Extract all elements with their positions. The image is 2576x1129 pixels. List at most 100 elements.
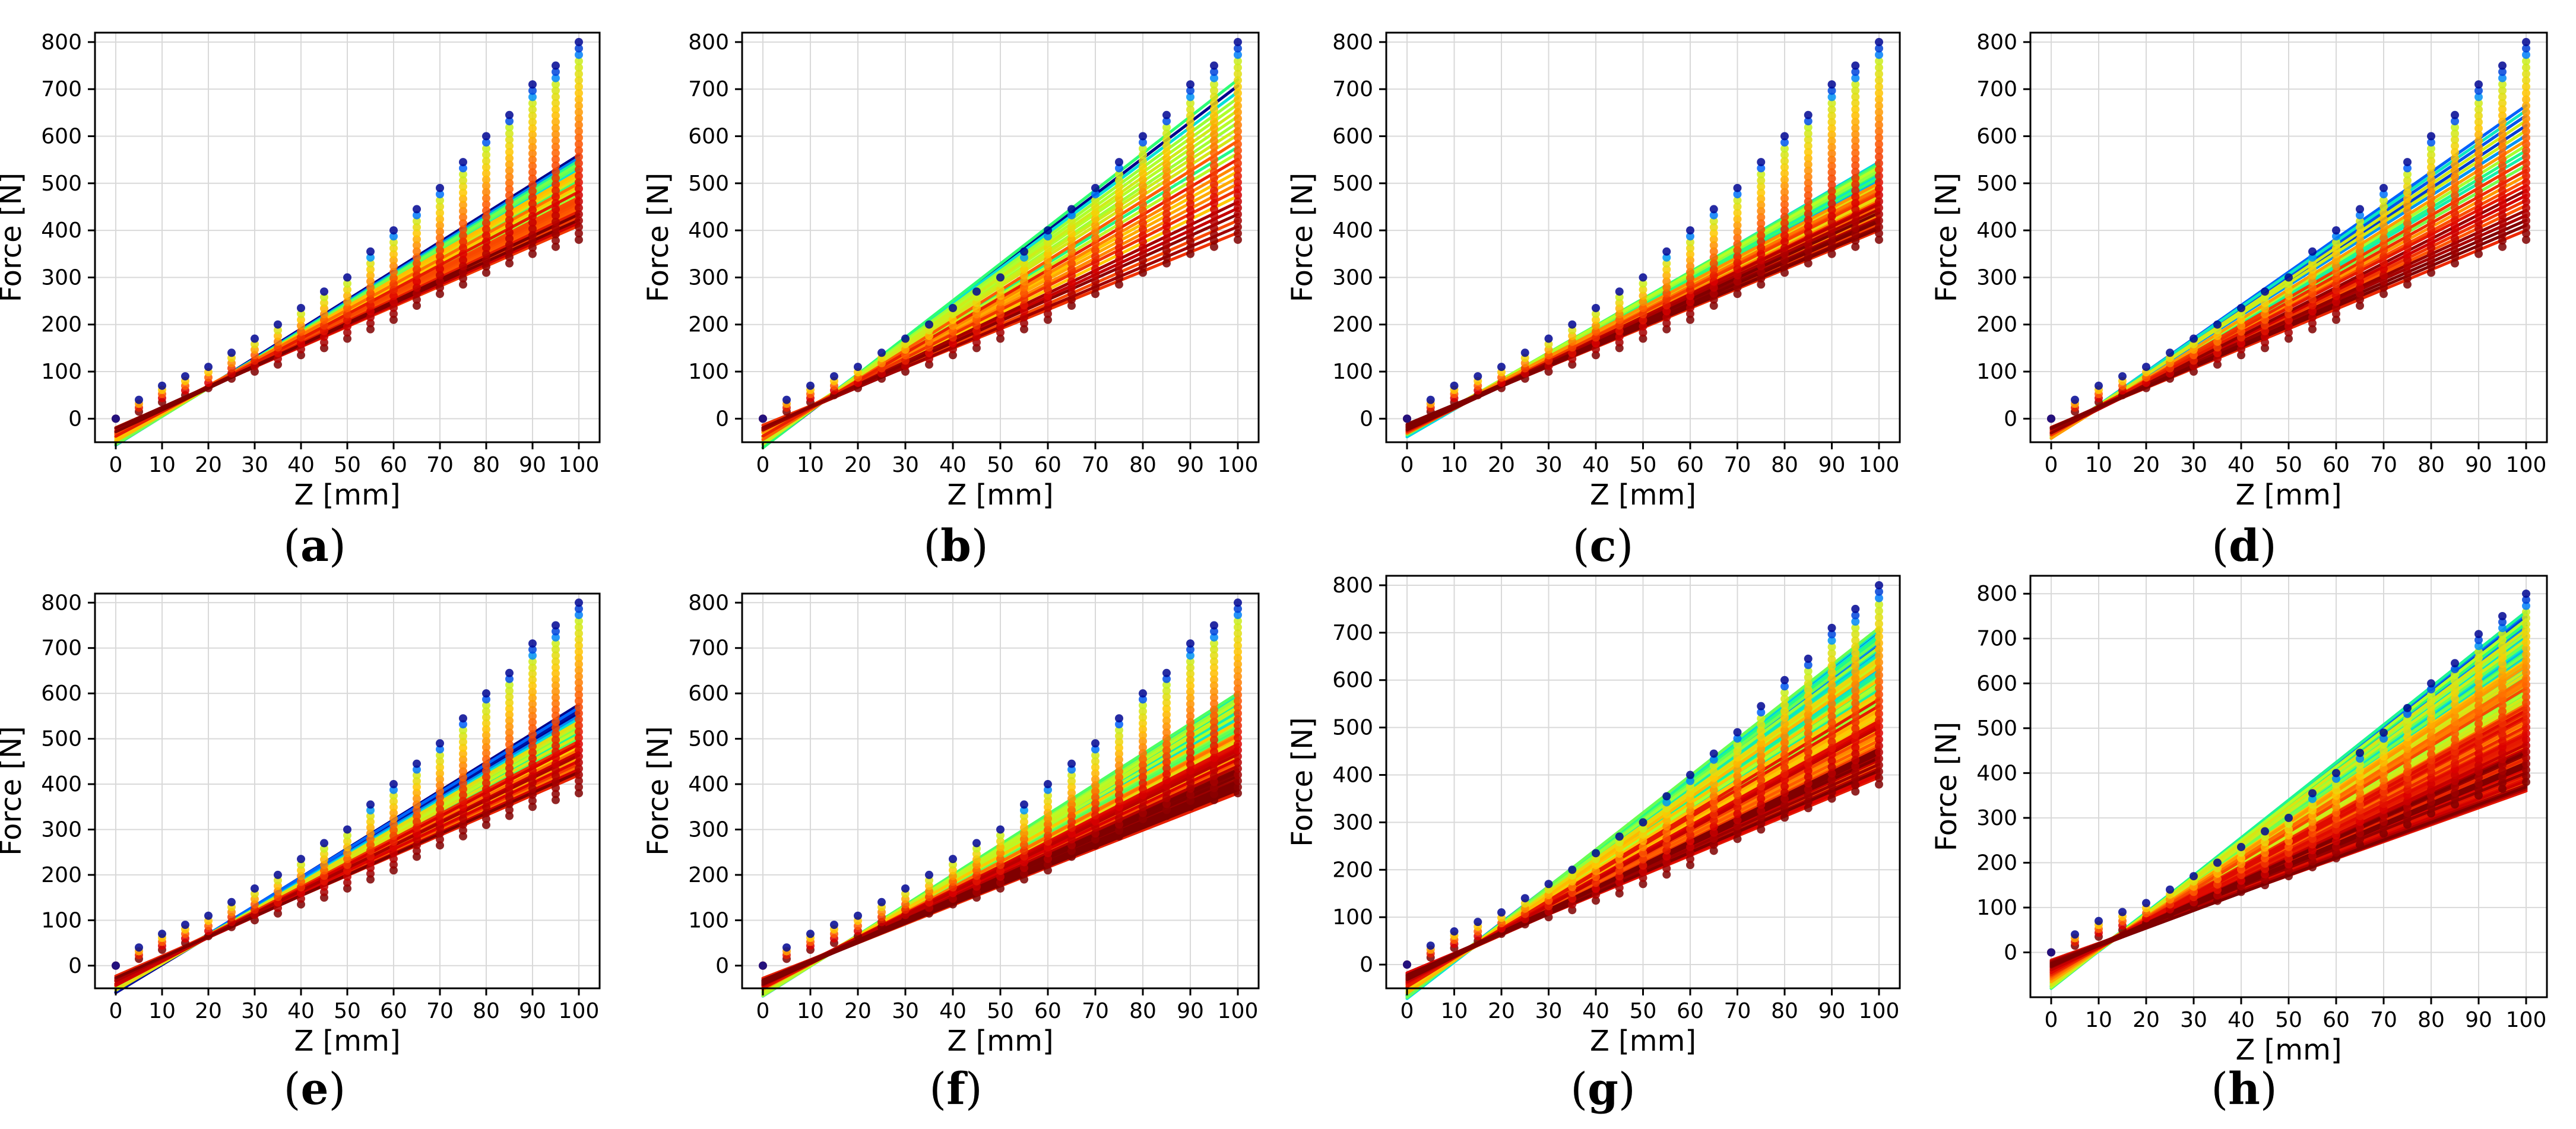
data-point [1186, 699, 1194, 708]
x-tick-label: 0 [756, 999, 770, 1023]
data-point [1186, 772, 1194, 781]
data-point [2071, 930, 2079, 939]
data-point [413, 829, 421, 838]
data-point [436, 751, 444, 760]
data-point [1733, 190, 1742, 199]
y-tick-label: 200 [1332, 313, 1373, 337]
data-point [1757, 763, 1766, 772]
data-point [1044, 268, 1052, 277]
data-point [1780, 751, 1789, 760]
data-point [1851, 142, 1860, 151]
data-point [204, 911, 213, 920]
data-point [1757, 720, 1766, 729]
data-point [1044, 803, 1052, 811]
data-point [1757, 268, 1766, 277]
x-axis-label: Z [mm] [947, 1025, 1053, 1058]
data-point [482, 737, 490, 746]
y-tick-label: 0 [2004, 407, 2017, 431]
data-point [1210, 735, 1218, 744]
y-tick-label: 0 [715, 954, 729, 978]
data-point [112, 961, 120, 970]
data-point [1115, 767, 1123, 776]
data-point [2522, 662, 2530, 671]
data-point [1210, 99, 1218, 107]
data-point [1875, 37, 1883, 46]
data-point [2522, 644, 2530, 653]
data-point [575, 604, 583, 613]
data-point [528, 105, 537, 114]
data-point [2285, 279, 2293, 288]
data-point [1592, 861, 1600, 870]
data-point [1827, 737, 1836, 746]
data-point [1162, 770, 1171, 779]
y-tick-label: 600 [688, 124, 729, 148]
data-point [1733, 233, 1742, 242]
data-point [2213, 331, 2222, 340]
data-point [2498, 161, 2507, 170]
data-point [1851, 768, 1860, 777]
data-point [2474, 636, 2483, 645]
data-point [528, 174, 537, 183]
data-point [2522, 83, 2530, 91]
data-point [1186, 760, 1194, 769]
data-point [1234, 108, 1242, 117]
data-point [1686, 819, 1694, 827]
data-point [1044, 860, 1052, 869]
data-point [1234, 598, 1242, 607]
data-point [1210, 161, 1218, 170]
data-point [1639, 273, 1647, 282]
data-point [1875, 50, 1883, 59]
data-point [575, 210, 583, 218]
data-point [413, 295, 421, 304]
data-point [2474, 785, 2483, 794]
data-point [2403, 188, 2412, 197]
data-point [1827, 180, 1836, 189]
data-point [2498, 611, 2507, 620]
data-point [575, 204, 583, 213]
data-point [436, 252, 444, 261]
data-point [1044, 797, 1052, 806]
data-point [1827, 649, 1836, 658]
y-tick-label: 400 [688, 218, 729, 243]
data-point [2474, 654, 2483, 662]
data-point [2308, 313, 2317, 322]
data-point [366, 841, 375, 849]
data-point [2403, 703, 2412, 712]
data-point [1804, 654, 1813, 663]
data-point [436, 183, 444, 192]
data-point [1686, 262, 1694, 271]
data-point [1091, 817, 1100, 826]
data-point [1780, 700, 1789, 709]
data-point [1115, 243, 1123, 252]
data-point [575, 610, 583, 619]
data-point [2237, 315, 2245, 324]
data-point [2332, 315, 2340, 324]
data-point [1639, 873, 1647, 882]
data-point [2332, 797, 2340, 806]
data-point [1234, 752, 1242, 761]
data-point [135, 395, 143, 404]
data-point [1020, 852, 1028, 861]
data-point [2332, 786, 2340, 795]
data-point [1639, 880, 1647, 889]
data-point [2047, 948, 2055, 957]
data-point [1875, 696, 1883, 705]
data-point [1639, 322, 1647, 331]
data-point [1210, 205, 1218, 214]
data-point [2451, 259, 2459, 268]
data-point [1067, 765, 1076, 774]
data-point [2403, 814, 2412, 823]
data-point [528, 168, 537, 177]
y-tick-label: 200 [1332, 858, 1373, 882]
data-point [1210, 717, 1218, 726]
data-point [1827, 655, 1836, 664]
data-point [1139, 144, 1147, 153]
data-point [2379, 215, 2388, 224]
y-axis-label: Force [N] [1286, 173, 1319, 302]
data-point [227, 898, 236, 906]
data-point [2451, 747, 2459, 756]
data-point [1827, 794, 1836, 803]
data-point [436, 290, 444, 299]
data-point [1186, 706, 1194, 715]
data-point [1234, 178, 1242, 187]
